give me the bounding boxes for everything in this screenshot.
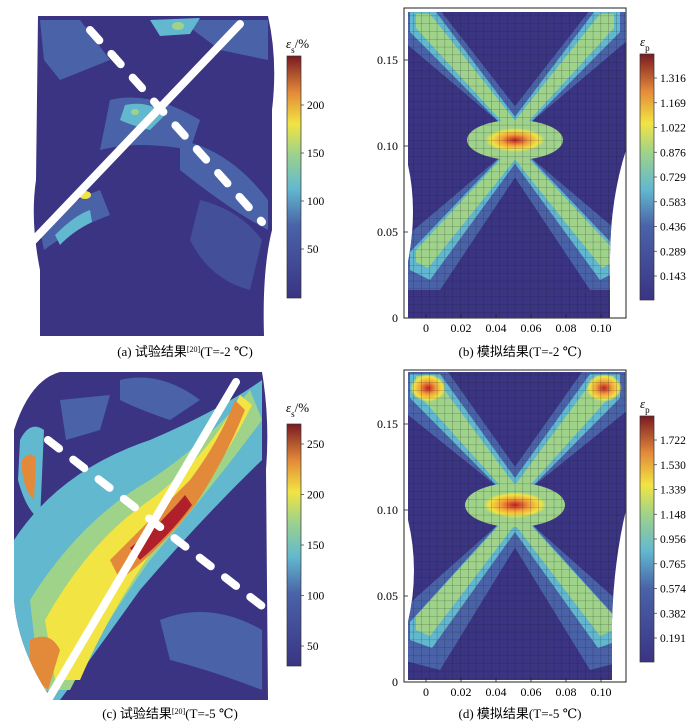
- panel-c-caption: (c) 试验结果[20](T=-5 ℃): [102, 706, 238, 721]
- x-tick-label: 0.04: [486, 685, 507, 699]
- colorbar-tick-label: 100: [307, 591, 325, 603]
- colorbar-tick-label: 0.191: [660, 633, 686, 645]
- panel-a-colorbar-title: εs/%: [286, 36, 309, 55]
- x-tick-label: 0.02: [451, 685, 472, 699]
- panel-d-contour-field: [408, 372, 626, 680]
- panel-a: εs/% 200 150 100 50 (a) 试验结果[20](T=-2 ℃): [24, 16, 325, 359]
- colorbar-tick-label: 1.530: [660, 460, 686, 472]
- panel-c-colorbar-ticks: 250 200 150 100 50: [301, 439, 325, 653]
- x-tick-label: 0.06: [521, 685, 542, 699]
- y-tick-label: 0.10: [377, 503, 398, 517]
- colorbar-tick-label: 0.436: [660, 222, 686, 234]
- panel-b-caption: (b) 模拟结果(T=-2 ℃): [459, 344, 582, 359]
- panel-d-colorbar: [639, 415, 655, 663]
- y-tick-label: 0.05: [377, 589, 398, 603]
- colorbar-tick-label: 200: [307, 490, 325, 502]
- x-tick-label: 0.04: [486, 321, 507, 335]
- panel-b-axes: 0 0.02 0.04 0.06 0.08 0.10 0 0.05 0.10 0.15: [377, 53, 612, 335]
- panel-d-axes: 0 0.02 0.04 0.06 0.08 0.10 0 0.05 0.10 0.15: [377, 417, 612, 699]
- panel-b-colorbar-title: εp: [640, 34, 650, 53]
- colorbar-tick-label: 100: [307, 196, 325, 208]
- y-tick-label: 0: [392, 675, 398, 689]
- colorbar-tick-label: 150: [307, 540, 325, 552]
- panel-a-contour-field: [33, 16, 275, 336]
- panel-b: 0 0.02 0.04 0.06 0.08 0.10 0 0.05 0.10 0.15 εp 1.…: [377, 7, 686, 359]
- colorbar-tick-label: 0.382: [660, 608, 686, 620]
- colorbar-tick-label: 0.729: [660, 172, 686, 184]
- panel-b-colorbar: [639, 53, 655, 301]
- colorbar-tick-label: 250: [307, 439, 325, 451]
- panel-b-contour-field: [408, 12, 626, 318]
- y-tick-label: 0.05: [377, 225, 398, 239]
- x-tick-label: 0.08: [556, 321, 577, 335]
- colorbar-tick-label: 0.574: [660, 584, 686, 596]
- y-tick-label: 0: [392, 311, 398, 325]
- colorbar-tick-label: 50: [307, 641, 319, 653]
- y-tick-label: 0.15: [377, 417, 398, 431]
- panel-d-caption: (d) 模拟结果(T=-5 ℃): [459, 706, 582, 721]
- colorbar-tick-label: 1.022: [660, 123, 686, 135]
- y-tick-label: 0.10: [377, 139, 398, 153]
- colorbar-tick-label: 1.169: [660, 98, 686, 110]
- panel-a-colorbar: [286, 55, 302, 299]
- colorbar-tick-label: 0.765: [660, 559, 686, 571]
- panel-c-shear-line-dashed: [44, 436, 266, 610]
- x-tick-label: 0.10: [591, 321, 612, 335]
- panel-c-colorbar: [286, 423, 302, 667]
- colorbar-tick-label: 0.143: [660, 271, 686, 283]
- panel-c-colorbar-title: εs/%: [286, 400, 309, 419]
- panel-d-plot-frame: [403, 369, 627, 683]
- panel-d-colorbar-ticks: 1.722 1.530 1.339 1.148 0.956 0.765 0.574 0.382…: [654, 435, 686, 645]
- x-tick-label: 0.08: [556, 685, 577, 699]
- panel-d: 0 0.02 0.04 0.06 0.08 0.10 0 0.05 0.10 0.15 εp 1.…: [377, 369, 686, 721]
- colorbar-tick-label: 0.876: [660, 147, 686, 159]
- colorbar-tick-label: 1.316: [660, 73, 686, 85]
- colorbar-tick-label: 1.722: [660, 435, 686, 447]
- x-tick-label: 0: [423, 321, 429, 335]
- panel-b-colorbar-ticks: 1.316 1.169 1.022 0.876 0.729 0.583 0.436 0.289…: [654, 73, 686, 283]
- y-tick-label: 0.15: [377, 53, 398, 67]
- panel-a-shear-line-dashed: [86, 26, 266, 226]
- colorbar-tick-label: 50: [307, 244, 319, 256]
- x-tick-label: 0.02: [451, 321, 472, 335]
- x-tick-label: 0: [423, 685, 429, 699]
- x-tick-label: 0.10: [591, 685, 612, 699]
- colorbar-tick-label: 1.339: [660, 485, 686, 497]
- colorbar-tick-label: 0.289: [660, 246, 686, 258]
- colorbar-tick-label: 150: [307, 148, 325, 160]
- panel-c: εs/% 250 200 150 100 50 (c) 试验结果[20](T=-5 ℃): [14, 372, 325, 721]
- colorbar-tick-label: 1.148: [660, 509, 686, 521]
- colorbar-tick-label: 200: [307, 100, 325, 112]
- panel-a-caption: (a) 试验结果[20](T=-2 ℃): [117, 344, 253, 359]
- panel-c-shear-line: [44, 378, 240, 704]
- panel-a-shear-line: [24, 20, 244, 250]
- colorbar-tick-label: 0.583: [660, 197, 686, 209]
- x-tick-label: 0.06: [521, 321, 542, 335]
- colorbar-tick-label: 0.956: [660, 534, 686, 546]
- panel-a-colorbar-ticks: 200 150 100 50: [301, 100, 325, 256]
- panel-d-colorbar-title: εp: [640, 396, 650, 415]
